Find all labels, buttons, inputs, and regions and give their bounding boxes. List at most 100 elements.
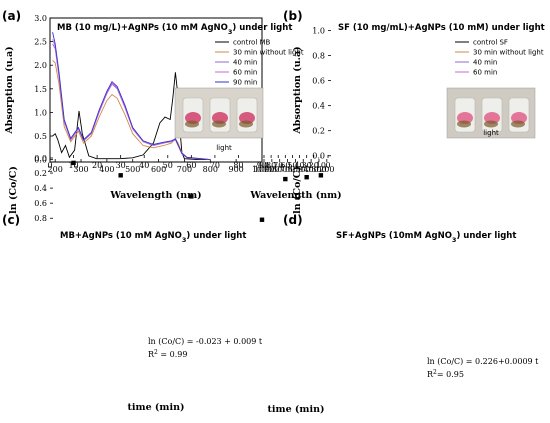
x-axis-label: time (min) — [128, 402, 185, 413]
x-tick-label: 800 — [203, 165, 218, 174]
panel-a: (a)200 300 400 500 600 700 800 900 10000.00.51.0… — [2, 9, 304, 201]
x-tick-label: 900 — [229, 165, 244, 174]
x-tick-label: 70 — [210, 161, 220, 170]
y-tick-label: 0.5 — [34, 132, 47, 141]
legend-entry: 40 min — [473, 59, 497, 67]
x-tick-label: 60 — [280, 161, 290, 170]
vial-sediment — [511, 120, 525, 128]
x-tick-label: 20 — [309, 161, 319, 170]
panel-label: (a) — [2, 9, 21, 23]
x-tick-label: 1000 — [254, 165, 274, 174]
x-tick-label: 800 — [272, 165, 287, 174]
r-squared-sup: 2 — [433, 369, 437, 376]
x-tick-label: 20 — [92, 161, 102, 170]
x-tick-label: 700 — [280, 165, 295, 174]
panel-title: MB (10 mg/L)+AgNPs (10 mM AgNO3) under l… — [57, 23, 292, 36]
fit-equation: ln (Co/C) = 0.226+0.0009 t — [427, 357, 539, 366]
panel-title-sub: 3 — [228, 28, 233, 36]
vial-sediment — [457, 120, 471, 128]
y-tick-label: 1.0 — [312, 27, 325, 36]
panel-title-part: SF+AgNPs (10mM AgNO — [336, 231, 452, 241]
vial-sediment — [185, 120, 199, 128]
data-point — [259, 217, 265, 222]
y-tick-label: 0.6 — [34, 199, 47, 208]
x-tick-label: 60 — [186, 161, 196, 170]
r-squared-base: R — [427, 370, 434, 379]
x-axis-label: time (min) — [268, 404, 325, 415]
x-tick-label: 90 — [259, 161, 269, 170]
y-tick-label: 3.0 — [34, 14, 47, 23]
inset-label: light — [216, 144, 232, 152]
x-tick-label: 90 — [257, 161, 267, 170]
legend-entry: 60 min — [473, 69, 497, 77]
vial-sediment — [484, 120, 498, 128]
r-squared-sup: 2 — [154, 349, 158, 356]
panel-title-sub: 3 — [452, 236, 457, 244]
x-tick-label: 10 — [316, 161, 326, 170]
fit-equation: ln (Co/C) = -0.023 + 0.009 t — [148, 337, 263, 346]
panel-title: SF (10 mg/mL)+AgNPs (10 mM) under light — [338, 23, 545, 33]
panel-title-part: SF (10 mg/mL)+AgNPs (10 mM) under light — [338, 23, 545, 33]
panel-c: (c) 0 10 20 30 40 50 60 70 80 90 0.0 0.2 0.4 0.6 0.8 tim… — [2, 154, 267, 413]
panel-title-end: ) under light — [186, 231, 246, 241]
panel-title-part: MB+AgNPs (10 mM AgNO — [60, 231, 182, 241]
x-tick-label: 700 — [177, 165, 192, 174]
y-tick-label: 2.0 — [34, 61, 47, 70]
panel-title: SF+AgNPs (10mM AgNO3) under light — [336, 231, 516, 244]
y-tick-label: 0.6 — [312, 77, 325, 86]
data-point — [71, 160, 76, 166]
x-tick-label: 0 — [47, 161, 52, 170]
x-tick-label: 900 — [264, 165, 279, 174]
r-squared-value: = 0.95 — [437, 370, 464, 379]
x-tick-label: 600 — [288, 165, 303, 174]
x-tick-label: 500 — [296, 165, 311, 174]
y-tick-label: 0.2 — [312, 127, 325, 136]
data-point — [118, 173, 123, 178]
x-tick-label: 80 — [233, 161, 243, 170]
y-tick-label: 0.8 — [312, 52, 325, 61]
y-axis-label: Absorption (u.a) — [292, 46, 303, 134]
x-tick-label: 50 — [287, 161, 297, 170]
x-tick-label: 400 — [303, 165, 318, 174]
panel-title-end: ) under light — [456, 231, 516, 241]
r-squared-base: R — [148, 350, 155, 359]
fit-line — [285, 176, 321, 179]
legend-entry: control MB — [233, 39, 271, 47]
y-tick-label: 0.0 — [312, 152, 325, 161]
y-axis-label: Absorption (u.a) — [4, 46, 15, 134]
inset-photo — [446, 87, 536, 139]
series-line-4 — [52, 32, 211, 161]
x-axis-label: Wavelength (nm) — [109, 190, 201, 201]
y-tick-label: 0.2 — [34, 169, 47, 178]
r-squared-value: = 0.99 — [158, 350, 188, 359]
y-tick-label: 1.0 — [34, 108, 47, 117]
r-squared: R2 = 0.99 — [148, 349, 187, 360]
x-axis-label: Wavelength (nm) — [249, 190, 341, 201]
y-axis-label: ln (Co/C) — [292, 166, 303, 214]
x-tick-label: 400 — [99, 165, 114, 174]
y-tick-label: 0.8 — [34, 214, 47, 223]
panel-label: (b) — [283, 9, 303, 23]
x-tick-label: 300 — [311, 165, 326, 174]
x-tick-label: 1000 — [252, 165, 272, 174]
panel-title-end: ) under light — [232, 23, 292, 33]
x-tick-label: 30 — [302, 161, 312, 170]
x-tick-label: 0 — [325, 161, 330, 170]
inset-label: light — [483, 129, 499, 137]
panel-title: MB+AgNPs (10 mM AgNO3) under light — [60, 231, 246, 244]
legend-entry: 90 min — [233, 79, 257, 87]
legend-entry: 60 min — [233, 69, 257, 77]
x-tick-label: 500 — [125, 165, 140, 174]
vial-sediment — [239, 120, 253, 128]
x-tick-label: 200 — [319, 165, 334, 174]
y-tick-label: 0.4 — [34, 184, 47, 193]
legend-entry: 40 min — [233, 59, 257, 67]
panel-b: (b)20030040050060070080090010000.00.20.4… — [249, 9, 544, 201]
legend-entry: control SF — [473, 39, 508, 47]
x-tick-label: 600 — [151, 165, 166, 174]
series-line-2 — [280, 24, 328, 155]
data-point — [189, 194, 194, 199]
x-tick-label: 40 — [294, 161, 304, 170]
